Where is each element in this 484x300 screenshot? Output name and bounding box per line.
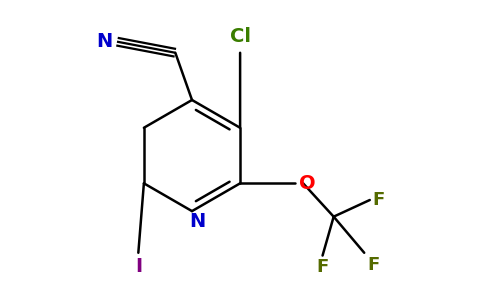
Text: N: N	[189, 212, 206, 231]
Text: F: F	[317, 258, 329, 276]
Text: O: O	[299, 174, 316, 193]
Text: F: F	[367, 256, 379, 274]
Text: I: I	[135, 257, 142, 276]
Text: N: N	[96, 32, 113, 51]
Text: Cl: Cl	[229, 27, 251, 46]
Text: F: F	[373, 191, 385, 209]
